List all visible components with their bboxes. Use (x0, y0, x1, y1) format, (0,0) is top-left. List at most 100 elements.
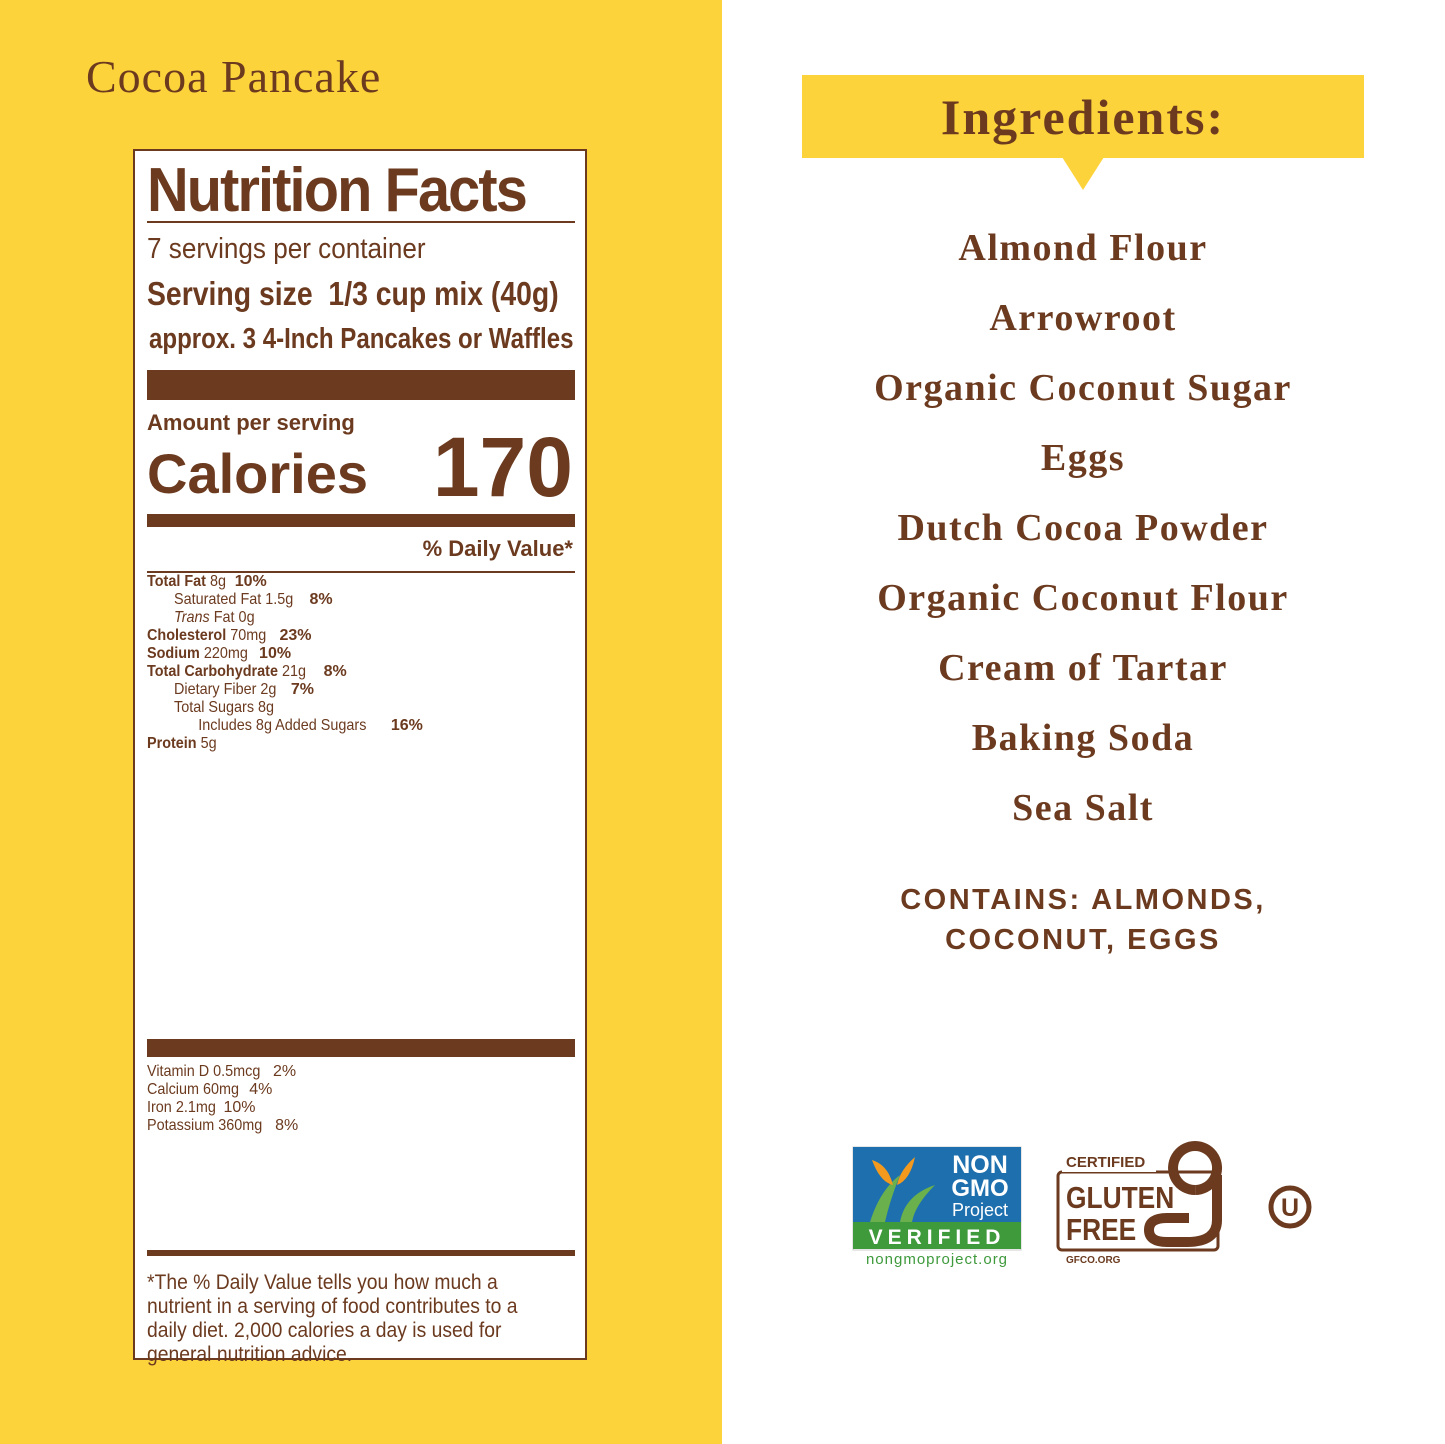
nutrient: Includes 8g Added Sugars (147, 717, 366, 735)
vitamin-row: Vitamin D 0.5mcg 2% (147, 1063, 575, 1081)
daily-value: 16% (390, 717, 423, 734)
nutrient: Trans Fat 0g (147, 609, 255, 627)
thick-rule (147, 370, 575, 400)
ingredient: Almond Flour (958, 227, 1208, 269)
nutrient-amount: Dietary Fiber 2g (174, 681, 277, 698)
servings: 7 servings per container (147, 233, 426, 265)
daily-value: 8% (323, 663, 347, 680)
badge-sky (853, 1147, 938, 1222)
kosher-badge: U (1268, 1185, 1312, 1229)
nutrient: Total Carbohydrate 21g (147, 663, 306, 681)
daily-value: 7% (290, 681, 314, 698)
badge-text: GMO (951, 1175, 1008, 1202)
nutrient-amount: Total Sugars 8g (174, 699, 275, 716)
arrow (1062, 157, 1104, 190)
daily-value: 10% (234, 573, 267, 590)
badge-frame (852, 1146, 1022, 1251)
nutrient: Total Fat 8g (147, 573, 226, 591)
daily-value: 2% (272, 1063, 297, 1080)
badge-text: NON (952, 1151, 1008, 1179)
nutrient-name: Total Fat (147, 573, 206, 590)
thick-rule (147, 514, 575, 527)
nutrient-name: Sodium (147, 645, 200, 662)
nutrient-row: Total Sugars 8g (147, 699, 575, 717)
ingredient: Baking Soda (971, 717, 1195, 759)
vitamin: Calcium 60mg (147, 1081, 240, 1098)
nutrient-amount: 21g (281, 663, 306, 680)
badge-text: GLUTEN (1066, 1181, 1174, 1215)
nutrient: Total Sugars 8g (147, 699, 274, 717)
nutrient-row: Sodium 220mg 10% (147, 645, 575, 663)
vitamin-row: Calcium 60mg 4% (147, 1081, 575, 1099)
thick-rule (147, 1039, 575, 1057)
nutrient: Protein 5g (147, 735, 217, 753)
daily-value: 4% (249, 1081, 273, 1098)
nutrient-amount: Fat 0g (213, 609, 255, 626)
serving-note: approx. 3 4-Inch Pancakes or Waffles (149, 323, 574, 355)
nutrient-amount: Saturated Fat 1.5g (174, 591, 294, 608)
banner-arrow (1062, 157, 1104, 190)
badge-text: Project (952, 1200, 1008, 1220)
nutrient-amount: Includes 8g Added Sugars (198, 717, 367, 734)
product-title: Cocoa Pancake (86, 51, 382, 102)
ingredients-heading: Ingredients: (940, 89, 1226, 145)
vitamin-rows: Vitamin D 0.5mcg 2% Calcium 60mg 4% Iron 2.1… (147, 1063, 575, 1135)
nutrient-row: Trans Fat 0g (147, 609, 575, 627)
footnote: *The % Daily Value tells you how much a … (147, 1271, 518, 1366)
ingredient: Arrowroot (989, 297, 1177, 339)
badge-url: nongmoproject.org (866, 1251, 1008, 1268)
non-gmo-badge: NON GMO Project VERIFIED nongmoproject.o… (852, 1146, 1022, 1268)
ingredient: Sea Salt (1012, 787, 1154, 829)
badge-url: GFCO.ORG (1066, 1255, 1121, 1266)
nutrient-row: Total Carbohydrate 21g 8% (147, 663, 575, 681)
ingredients-banner (802, 75, 1364, 190)
daily-value: 10% (259, 645, 292, 662)
gluten-free-badge: CERTIFIED GLUTEN FREE GFCO.ORG (1056, 1141, 1223, 1266)
allergen-line: COCONUT, EGGS (945, 924, 1221, 956)
nutrient: Dietary Fiber 2g (147, 681, 276, 699)
nutrient-row: Dietary Fiber 2g 7% (147, 681, 575, 699)
nutrient: Saturated Fat 1.5g (147, 591, 293, 609)
serving-size: Serving size 1/3 cup mix (40g) (147, 275, 559, 313)
nutrient-row: Total Fat 8g 10% (147, 573, 575, 591)
nutrient-row: Protein 5g (147, 735, 575, 753)
nutrient: Sodium 220mg (147, 645, 248, 663)
left-panel: Cocoa Pancake Nutrition Facts 7 servings… (0, 0, 722, 1444)
nutrition-label: Nutrition Facts 7 servings per container… (133, 149, 587, 1366)
calories-value: 170 (432, 420, 573, 514)
kosher-circle (1268, 1185, 1312, 1229)
nutrient-row: Includes 8g Added Sugars 16% (147, 717, 575, 735)
nutrient-amount: 5g (200, 735, 217, 752)
badge-frame (1056, 1170, 1220, 1252)
vitamin: Iron 2.1mg (147, 1099, 216, 1116)
daily-value: 23% (279, 627, 312, 644)
nutrient-amount: 220mg (203, 645, 248, 662)
nutrient-amount: 70mg (230, 627, 267, 644)
ingredient: Eggs (1040, 437, 1126, 479)
daily-value: 8% (275, 1117, 299, 1134)
vitamin-row: Potassium 360mg 8% (147, 1117, 575, 1135)
nutrition-heading: Nutrition Facts (147, 156, 528, 225)
amount-label: Amount per serving (147, 410, 355, 435)
badge-text: FREE (1066, 1213, 1136, 1247)
nutrient: Cholesterol 70mg (147, 627, 266, 645)
nutrient-row: Cholesterol 70mg 23% (147, 627, 575, 645)
ingredient: Organic Coconut Sugar (874, 367, 1292, 409)
badge-gap (1062, 1150, 1156, 1172)
leaf (870, 1175, 900, 1222)
kosher-text: U (1281, 1194, 1299, 1222)
g-logo (1143, 1141, 1223, 1247)
badge-text: CERTIFIED (1066, 1154, 1145, 1171)
allergen-line: CONTAINS: ALMONDS, (900, 884, 1266, 916)
rule (147, 221, 575, 223)
ingredient: Cream of Tartar (938, 647, 1228, 689)
calories-label: Calories (147, 442, 368, 505)
rule (147, 571, 575, 573)
verified-band (853, 1222, 1021, 1249)
nutrient-amount: 8g (209, 573, 226, 590)
nutrient-rows: Total Fat 8g 10% Saturated Fat 1.5g 8% Trans… (147, 573, 575, 753)
butterfly (872, 1157, 915, 1185)
vitamin: Vitamin D 0.5mcg (147, 1063, 261, 1080)
nutrient-name: Total Carbohydrate (147, 663, 278, 680)
